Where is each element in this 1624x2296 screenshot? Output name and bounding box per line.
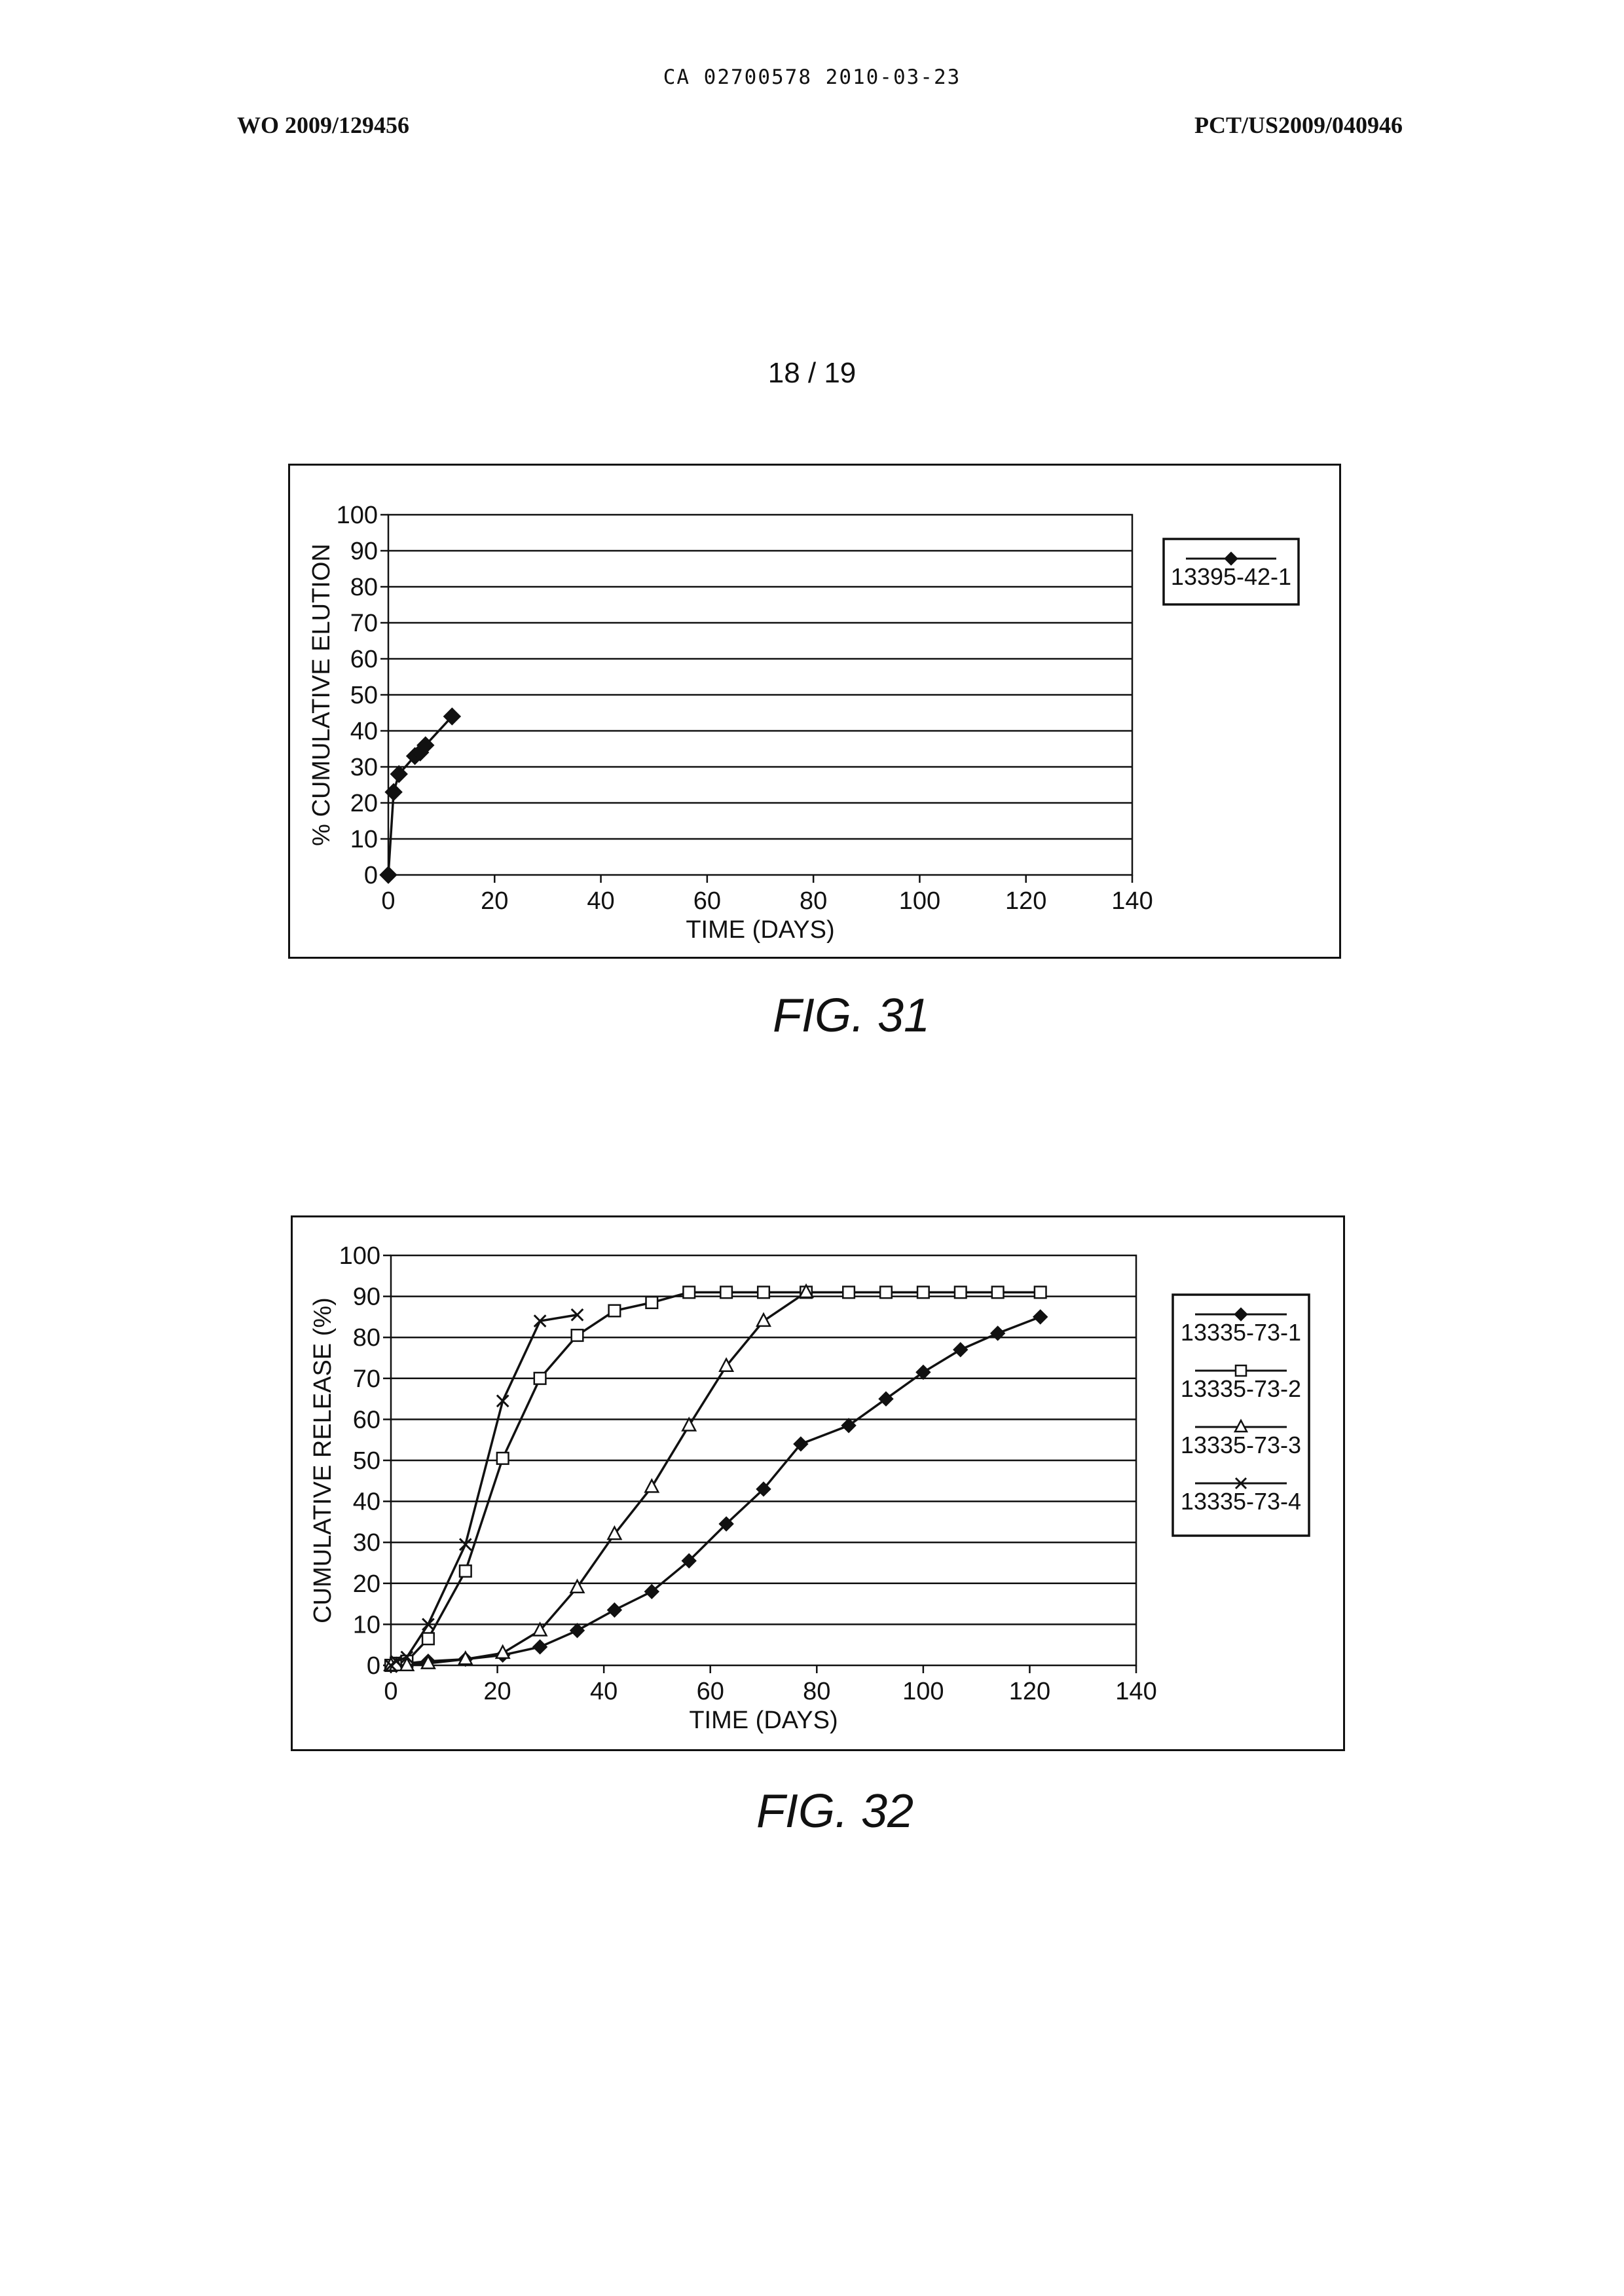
data-point xyxy=(683,1287,695,1299)
y-tick-label: 50 xyxy=(353,1447,380,1475)
data-point xyxy=(880,1287,892,1299)
x-tick-label: 0 xyxy=(381,887,395,915)
y-axis-label: CUMULATIVE RELEASE (%) xyxy=(309,1297,337,1623)
data-point xyxy=(422,1633,434,1645)
x-tick-label: 120 xyxy=(1009,1678,1050,1705)
y-tick-label: 50 xyxy=(350,682,378,709)
y-tick-label: 10 xyxy=(350,826,378,853)
y-tick-label: 100 xyxy=(337,502,378,529)
data-point xyxy=(917,1287,929,1299)
x-tick-label: 20 xyxy=(481,887,508,915)
data-point xyxy=(534,1373,546,1384)
figure-32-svg: 0 10 20 30 40 50 60 70 80 90 100 0 20 40 60 80 100 120 140… xyxy=(293,1217,1343,1749)
legend-label: 13335-73-2 xyxy=(1181,1375,1301,1402)
data-point xyxy=(1035,1287,1046,1299)
x-tick-label: 80 xyxy=(800,887,827,915)
legend-label: 13335-73-1 xyxy=(1181,1319,1301,1346)
x-tick-label: 120 xyxy=(1005,887,1046,915)
y-tick-label: 60 xyxy=(350,646,378,673)
x-axis-label: TIME (DAYS) xyxy=(686,916,834,944)
sheet-number: 18 / 19 xyxy=(0,357,1624,390)
y-tick-label: 80 xyxy=(350,574,378,601)
y-tick-label: 10 xyxy=(353,1611,380,1639)
x-tick-label: 40 xyxy=(590,1678,618,1705)
figure-31-caption: FIG. 31 xyxy=(0,989,1624,1043)
figure-32-caption: FIG. 32 xyxy=(0,1785,1624,1838)
data-point xyxy=(843,1287,855,1299)
y-axis-label: % CUMULATIVE ELUTION xyxy=(308,544,335,846)
legend-label: 13335-73-3 xyxy=(1181,1432,1301,1458)
y-tick-label: 100 xyxy=(339,1242,380,1270)
figure-31-chart: 0 10 20 30 40 50 60 70 80 90 100 0 20 40 60 80 100 120 140… xyxy=(288,464,1341,959)
data-point xyxy=(758,1287,769,1299)
y-tick-label: 80 xyxy=(353,1324,380,1352)
figure-32-chart: 0 10 20 30 40 50 60 70 80 90 100 0 20 40 60 80 100 120 140… xyxy=(291,1215,1345,1751)
x-tick-label: 0 xyxy=(384,1678,397,1705)
x-tick-label: 80 xyxy=(803,1678,830,1705)
y-tick-label: 40 xyxy=(353,1489,380,1516)
x-tick-label: 20 xyxy=(483,1678,511,1705)
x-tick-label: 100 xyxy=(902,1678,944,1705)
data-point xyxy=(460,1565,471,1577)
y-tick-label: 60 xyxy=(353,1406,380,1434)
filing-header: CA 02700578 2010-03-23 xyxy=(0,65,1624,89)
publication-number: WO 2009/129456 xyxy=(237,111,409,139)
y-tick-label: 70 xyxy=(353,1365,380,1393)
data-point xyxy=(992,1287,1004,1299)
y-tick-label: 30 xyxy=(353,1529,380,1557)
legend-marker xyxy=(1236,1365,1246,1376)
x-tick-label: 60 xyxy=(693,887,721,915)
x-tick-label: 60 xyxy=(697,1678,724,1705)
y-tick-label: 0 xyxy=(367,1652,380,1680)
x-tick-label: 100 xyxy=(899,887,940,915)
x-tick-label: 40 xyxy=(587,887,614,915)
data-point xyxy=(720,1287,732,1299)
y-tick-label: 90 xyxy=(353,1284,380,1311)
y-tick-label: 70 xyxy=(350,610,378,637)
y-tick-label: 20 xyxy=(353,1570,380,1598)
application-number: PCT/US2009/040946 xyxy=(1194,111,1403,139)
y-tick-label: 40 xyxy=(350,718,378,745)
y-tick-label: 30 xyxy=(350,754,378,781)
data-point xyxy=(497,1453,509,1464)
x-tick-label: 140 xyxy=(1115,1678,1156,1705)
data-point xyxy=(646,1297,658,1308)
y-tick-label: 90 xyxy=(350,538,378,565)
x-tick-label: 140 xyxy=(1111,887,1153,915)
figure-31-svg: 0 10 20 30 40 50 60 70 80 90 100 0 20 40 60 80 100 120 140… xyxy=(290,466,1339,957)
legend-label: 13335-73-4 xyxy=(1181,1488,1301,1515)
data-point xyxy=(609,1305,621,1317)
y-tick-label: 0 xyxy=(364,862,378,889)
data-point xyxy=(955,1287,967,1299)
y-tick-label: 20 xyxy=(350,790,378,817)
x-axis-label: TIME (DAYS) xyxy=(689,1707,838,1734)
legend-label: 13395-42-1 xyxy=(1171,563,1291,590)
data-point xyxy=(572,1329,583,1341)
